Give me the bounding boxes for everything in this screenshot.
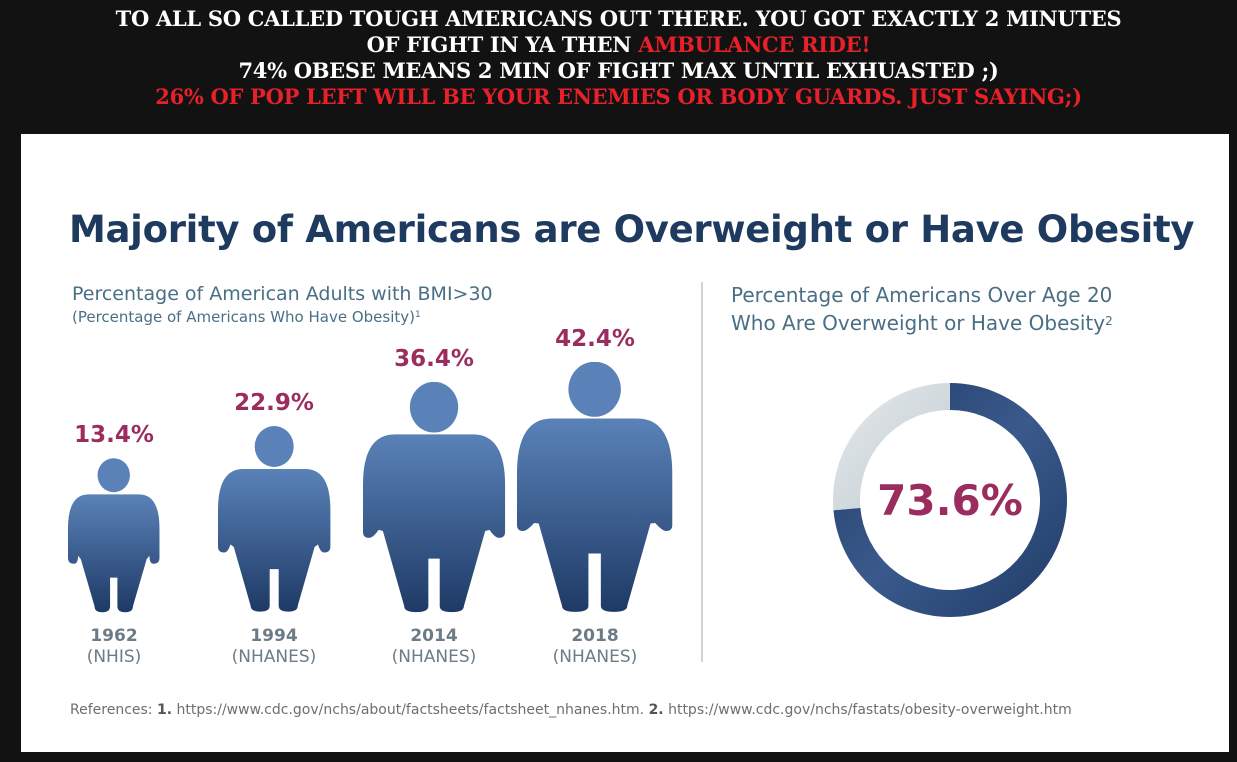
figure-body — [517, 418, 673, 612]
person-figure-2018 — [517, 362, 673, 612]
survey-source-label: (NHANES) — [231, 647, 317, 667]
caption-line-4: 26% OF POP LEFT WILL BE YOUR ENEMIES OR … — [155, 84, 1082, 109]
value-label: 22.9% — [234, 390, 314, 417]
figure-head — [409, 381, 459, 433]
donut-svg — [833, 383, 1067, 617]
caption-line-1: TO ALL SO CALLED TOUGH AMERICANS OUT THE… — [115, 6, 1122, 31]
year-label: 1962 — [90, 626, 138, 646]
section-divider — [701, 282, 703, 662]
figure-body — [362, 434, 506, 612]
right-subtitle-line-2-text: Who Are Overweight or Have Obesity — [731, 311, 1106, 335]
year-label: 2018 — [571, 626, 619, 646]
left-subtitle-small: (Percentage of Americans Who Have Obesit… — [72, 306, 493, 328]
reference-mark-1: 1 — [414, 310, 421, 320]
value-label: 36.4% — [394, 345, 474, 372]
meme-caption: TO ALL SO CALLED TOUGH AMERICANS OUT THE… — [0, 6, 1237, 110]
survey-source-label: (NHANES) — [391, 647, 477, 667]
overweight-donut-chart: 73.6% — [832, 382, 1068, 618]
caption-line-2-white: OF FIGHT IN YA THEN — [366, 32, 639, 57]
right-subtitle-line-2: Who Are Overweight or Have Obesity2 — [731, 309, 1113, 337]
person-figure-1962 — [68, 457, 160, 612]
infographic-panel: Majority of Americans are Overweight or … — [21, 134, 1229, 752]
figure-head — [97, 457, 131, 492]
figure-head — [568, 362, 622, 417]
left-subtitle-main: Percentage of American Adults with BMI>3… — [72, 283, 493, 305]
ref2-number: 2. — [648, 702, 664, 718]
value-label: 13.4% — [74, 421, 154, 448]
infographic-title: Majority of Americans are Overweight or … — [69, 208, 1195, 251]
references: References: 1. https://www.cdc.gov/nchs/… — [70, 702, 1072, 718]
obesity-figure-chart: 13.4% 1962 (NHIS) 22.9% 1994 (NHANES) 36.4% 2… — [21, 134, 701, 752]
value-label: 42.4% — [555, 326, 635, 353]
year-label: 2014 — [410, 626, 458, 646]
person-figure-1994 — [217, 426, 331, 612]
figure-head — [254, 426, 294, 468]
survey-source-label: (NHIS) — [86, 647, 142, 667]
ref1-number: 1. — [156, 702, 173, 718]
reference-mark-2: 2 — [1105, 314, 1113, 328]
caption-line-2-red: AMBULANCE RIDE! — [638, 32, 871, 57]
donut-slice-other — [833, 383, 950, 511]
figure-body — [217, 469, 331, 612]
left-chart-subtitle: Percentage of American Adults with BMI>3… — [72, 282, 493, 328]
survey-source-label: (NHANES) — [552, 647, 638, 667]
left-subtitle-small-text: (Percentage of Americans Who Have Obesit… — [72, 308, 415, 326]
ref1-link[interactable]: https://www.cdc.gov/nchs/about/factsheet… — [176, 702, 645, 718]
person-figure-2014 — [362, 381, 506, 612]
figure-body — [68, 494, 160, 612]
caption-line-3: 74% OBESE MEANS 2 MIN OF FIGHT MAX UNTIL… — [238, 58, 999, 83]
ref2-link[interactable]: https://www.cdc.gov/nchs/fastats/obesity… — [668, 702, 1072, 718]
references-label: References: — [70, 702, 153, 718]
right-subtitle-line-1: Percentage of Americans Over Age 20 — [731, 283, 1113, 307]
right-chart-subtitle: Percentage of Americans Over Age 20 Who … — [731, 281, 1113, 337]
year-label: 1994 — [250, 626, 298, 646]
caption-line-2: OF FIGHT IN YA THEN AMBULANCE RIDE! — [0, 32, 1237, 58]
donut-center-value: 73.6% — [877, 475, 1023, 525]
